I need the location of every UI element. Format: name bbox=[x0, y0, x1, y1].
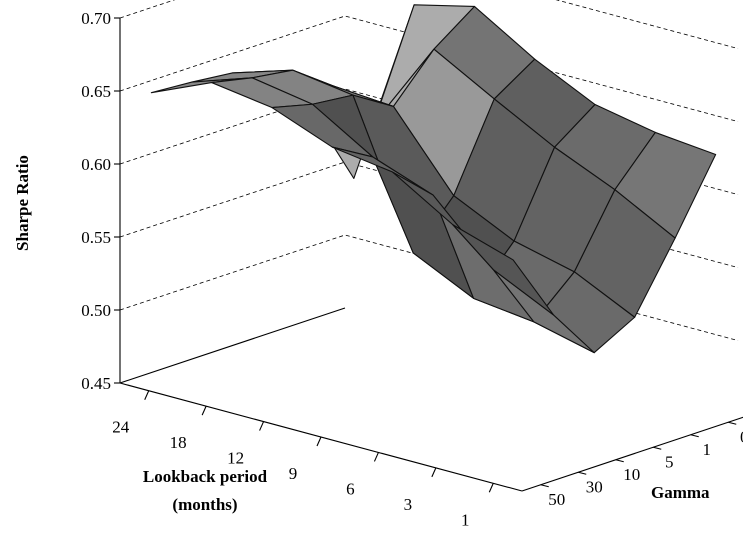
z-tick-label-0.60: 0.60 bbox=[81, 155, 111, 174]
z-axis-title: Sharpe Ratio bbox=[13, 155, 32, 251]
z-tick-label-0.45: 0.45 bbox=[81, 374, 111, 393]
gamma-tick-50 bbox=[540, 484, 549, 488]
lookback-tick-label-24: 24 bbox=[112, 418, 130, 437]
gridline-0.60 bbox=[119, 88, 739, 195]
gamma-tick-label-5: 5 bbox=[665, 452, 674, 471]
lookback-tick-label-3: 3 bbox=[404, 495, 413, 514]
lookback-tick-label-18: 18 bbox=[170, 433, 187, 452]
gamma-axis-title: Gamma bbox=[651, 483, 710, 502]
gamma-tick-label-1: 1 bbox=[703, 440, 712, 459]
z-tick-label-0.70: 0.70 bbox=[81, 9, 111, 28]
lookback-tick-label-1: 1 bbox=[461, 510, 470, 529]
lookback-axis-title-line1: Lookback period bbox=[143, 467, 268, 486]
gamma-tick-0 bbox=[728, 421, 737, 425]
z-tick-label-0.55: 0.55 bbox=[81, 228, 111, 247]
gamma-tick-10 bbox=[615, 459, 624, 463]
gamma-tick-30 bbox=[578, 471, 587, 475]
gridline-0.65 bbox=[119, 15, 739, 122]
z-tick-label-0.65: 0.65 bbox=[81, 82, 111, 101]
lookback-tick-label-6: 6 bbox=[346, 479, 355, 498]
gamma-tick-1 bbox=[690, 434, 699, 438]
tick-labels: 0.450.500.550.600.650.702418129631015103… bbox=[81, 9, 743, 529]
lookback-tick-12 bbox=[259, 421, 265, 431]
lookback-tick-18 bbox=[201, 405, 207, 416]
axes bbox=[114, 17, 743, 493]
gridlines bbox=[119, 0, 739, 341]
gamma-tick-label-30: 30 bbox=[586, 477, 603, 496]
gamma-tick-5 bbox=[653, 446, 662, 450]
lookback-tick-1 bbox=[488, 483, 494, 493]
lookback-tick-label-9: 9 bbox=[289, 464, 298, 483]
surface-facet-5-4 bbox=[452, 224, 555, 316]
gridline-0.55 bbox=[119, 161, 739, 268]
lookback-tick-label-12: 12 bbox=[227, 449, 244, 468]
z-tick-label-0.50: 0.50 bbox=[81, 301, 111, 320]
gamma-tick-label-50: 50 bbox=[548, 490, 565, 509]
lookback-tick-3 bbox=[431, 467, 437, 478]
lookback-tick-9 bbox=[316, 436, 322, 447]
gridline-0.50 bbox=[119, 234, 739, 341]
surface bbox=[150, 4, 717, 354]
lookback-axis-title-line2: (months) bbox=[172, 495, 237, 514]
gamma-axis-line bbox=[521, 416, 743, 492]
lookback-tick-6 bbox=[373, 452, 379, 462]
lookback-tick-24 bbox=[144, 390, 150, 400]
gamma-tick-label-0: 0 bbox=[740, 427, 743, 446]
back-floor-line bbox=[119, 307, 346, 384]
gamma-tick-label-10: 10 bbox=[623, 465, 640, 484]
